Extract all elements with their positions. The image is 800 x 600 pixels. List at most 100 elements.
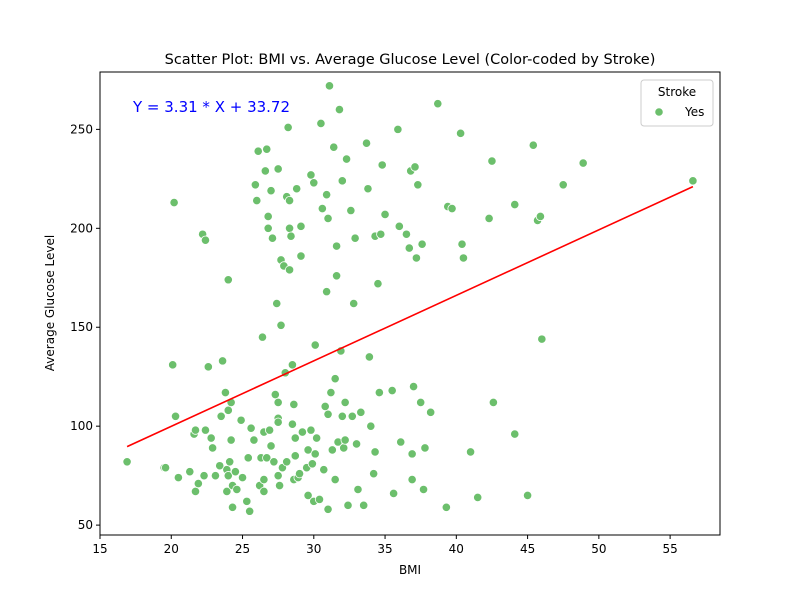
data-point [347,411,357,421]
data-point [380,209,390,220]
data-point [411,253,422,263]
data-point [273,164,283,174]
data-point [353,484,363,495]
data-point [359,500,369,510]
data-point [273,397,283,408]
data-point [227,502,238,512]
data-point [207,443,218,453]
data-point [237,473,248,483]
data-point [190,425,201,435]
data-point [170,411,181,421]
data-point [266,186,276,196]
data-point [418,484,429,495]
data-point [334,104,345,115]
data-point [210,471,221,481]
data-point [366,421,376,431]
data-point [292,184,302,194]
data-point [284,196,295,206]
data-point [417,239,427,249]
data-point [420,443,430,453]
data-point [266,441,276,451]
legend-marker-yes [654,107,664,117]
data-point [326,387,336,398]
data-point [290,433,300,443]
plot-area: Y = 3.31 * X + 33.72 [99,71,721,536]
data-point [249,435,259,445]
data-point [257,332,268,342]
x-axis-label: BMI [399,563,421,577]
data-point [185,467,195,477]
data-point [413,180,423,190]
data-point [465,447,476,457]
data-point [296,221,306,231]
data-point [246,423,256,433]
data-point [260,166,270,176]
data-point [361,138,372,148]
data-point [252,196,262,206]
data-point [287,419,298,429]
data-point [537,334,547,344]
y-tick-label: 100 [70,419,93,433]
data-point [236,415,246,425]
x-tick-label: 25 [235,542,250,556]
data-point [323,409,333,419]
data-point [230,467,241,477]
regression-equation: Y = 3.31 * X + 33.72 [132,98,290,116]
data-point [253,146,263,156]
data-point [272,298,282,309]
data-point [578,158,588,168]
data-point [306,170,316,180]
data-point [327,445,337,455]
data-point [356,407,366,417]
data-point [263,211,273,222]
data-point [222,486,232,497]
y-tick-label: 250 [70,122,93,136]
data-point [203,362,213,372]
y-tick-label: 50 [78,518,93,532]
data-point [510,429,520,439]
data-point [330,374,340,384]
data-point [487,156,497,166]
data-point [199,471,209,481]
data-point [401,229,412,239]
data-point [337,176,347,186]
data-point [290,451,300,461]
data-point [484,213,494,224]
data-point [341,154,352,164]
data-point [303,490,313,501]
data-point [317,203,327,214]
data-point [407,449,417,459]
data-point [190,486,201,497]
data-point [376,229,386,239]
data-point [322,287,332,297]
data-point [297,427,307,437]
data-point [216,411,226,421]
data-point [306,425,316,435]
data-point [488,397,498,408]
data-point [457,239,467,249]
data-point [408,382,419,392]
data-point [330,474,340,485]
data-point [331,271,342,281]
x-tick-label: 20 [164,542,179,556]
data-point [473,492,483,503]
data-point [250,180,260,190]
data-point [433,99,443,109]
points-layer [122,81,698,516]
data-point [387,385,397,396]
data-point [289,399,299,410]
data-point [319,465,329,475]
data-point [263,223,273,233]
data-point [223,471,233,481]
data-point [441,502,451,512]
data-point [346,205,356,216]
legend-label-yes: Yes [684,105,704,119]
data-point [323,504,333,514]
data-point [393,124,403,134]
data-point [273,471,283,481]
data-point [273,417,283,427]
data-point [329,142,339,152]
data-point [223,275,233,285]
data-point [310,340,320,350]
data-point [351,439,362,449]
